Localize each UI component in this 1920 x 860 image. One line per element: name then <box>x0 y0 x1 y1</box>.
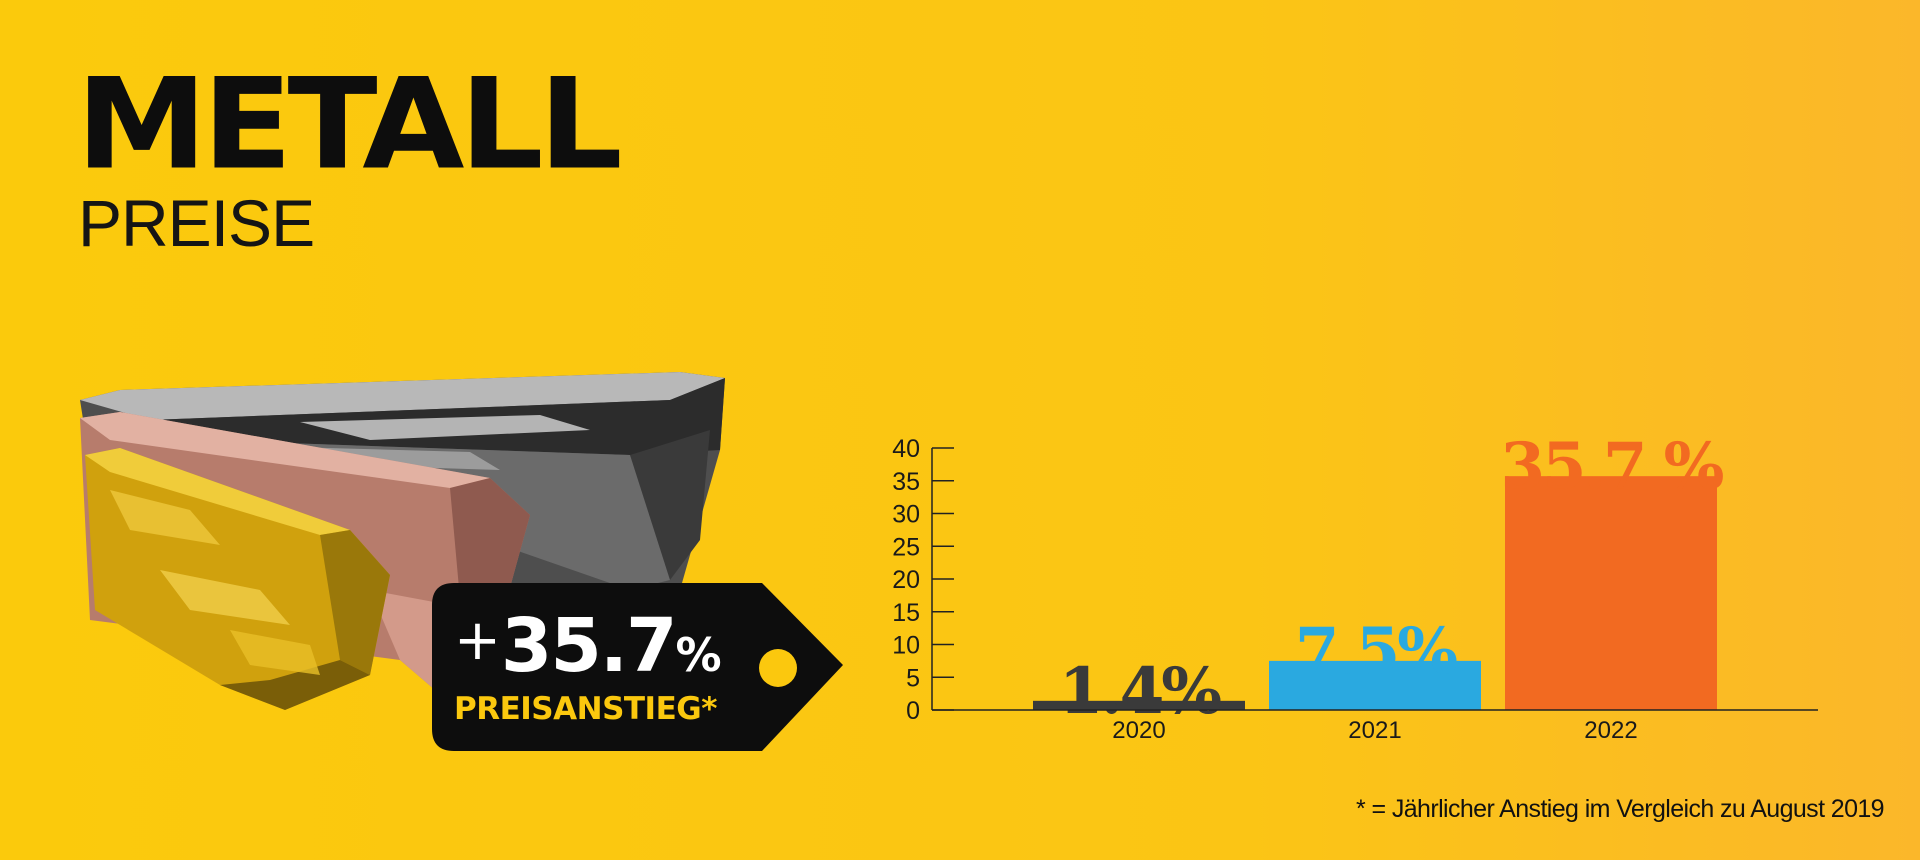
price-increase-value: +35.7% <box>454 603 722 689</box>
y-tick-label-5: 5 <box>906 664 920 692</box>
data-label-2020: 1.4% <box>1059 654 1221 729</box>
y-tick-label-35: 35 <box>892 468 920 496</box>
bar-2021 <box>1269 660 1481 710</box>
x-tick-label-2020: 2020 <box>1112 717 1165 744</box>
y-tick-label-20: 20 <box>892 566 920 594</box>
price-increase-number: 35.7 <box>500 603 678 689</box>
price-increase-label: PREISANSTIEG* <box>454 691 717 727</box>
percent-sign: % <box>675 628 722 682</box>
price-increase-tag: +35.7% PREISANSTIEG* <box>432 583 846 753</box>
x-tick-label-2021: 2021 <box>1348 717 1401 744</box>
x-tick-label-2022: 2022 <box>1584 717 1637 744</box>
y-tick-label-15: 15 <box>892 599 920 627</box>
bar-2020 <box>1033 700 1245 710</box>
plus-sign: + <box>454 608 501 673</box>
y-tick-label-25: 25 <box>892 533 920 561</box>
price-tag-shape <box>432 583 843 751</box>
y-tick-label-10: 10 <box>892 632 920 660</box>
y-tick-label-40: 40 <box>892 435 920 463</box>
footnote: * = Jährlicher Anstieg im Vergleich zu A… <box>1356 795 1885 823</box>
page-subtitle: PREISE <box>78 186 315 260</box>
data-label-2022: 35.7 % <box>1501 429 1724 504</box>
data-label-2021: 7.5% <box>1295 614 1457 689</box>
y-tick-label-30: 30 <box>892 501 920 529</box>
tag-hole-icon <box>759 649 797 687</box>
bar-chart: 1.4% 7.5% 35.7 % 0 5 10 15 20 25 30 35 40 2020 2021 20… <box>892 429 1818 744</box>
page-title: METALL <box>76 51 623 198</box>
bar-2022 <box>1505 476 1717 710</box>
y-tick-label-0: 0 <box>906 697 920 725</box>
